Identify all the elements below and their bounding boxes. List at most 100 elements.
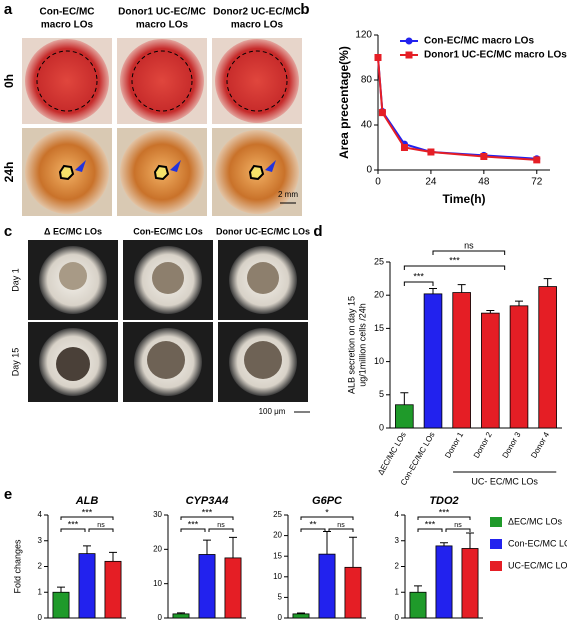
y-tick-label: 40 <box>361 120 373 131</box>
significance-label: ns <box>337 522 345 529</box>
y-tick-label: 10 <box>273 572 282 581</box>
legend-label: ΔEC/MC LOs <box>508 516 563 526</box>
error-bar <box>457 284 466 293</box>
y-tick-label: 1 <box>38 587 43 596</box>
bar <box>172 613 190 619</box>
significance-bracket <box>403 281 434 286</box>
legend-label: Con-EC/MC macro LOs <box>424 36 534 47</box>
error-bar <box>543 278 552 287</box>
panel-letter: d <box>313 223 322 240</box>
marker <box>378 109 386 117</box>
y-tick-label: 5 <box>278 593 283 602</box>
error-bar <box>177 612 185 614</box>
chart-title: ALB <box>75 495 99 507</box>
bar <box>198 554 216 619</box>
photo <box>218 322 308 402</box>
y-tick-label: 20 <box>273 531 282 540</box>
significance-label: *** <box>439 507 450 517</box>
significance-label: *** <box>202 507 213 517</box>
row-label: Day 15 <box>10 348 20 377</box>
column-label: macro LOs <box>136 20 189 31</box>
bar <box>344 566 362 619</box>
legend-label: UC-EC/MC LOs <box>508 560 567 570</box>
bar <box>435 545 453 619</box>
y-tick-label: 4 <box>38 510 43 519</box>
panel-letter: c <box>4 223 12 240</box>
y-tick-label: 80 <box>361 75 373 86</box>
photo <box>22 128 112 216</box>
significance-bracket <box>328 528 354 532</box>
y-tick-label: 20 <box>153 544 162 553</box>
significance-label: ns <box>454 522 462 529</box>
bar <box>461 548 479 619</box>
significance-bracket <box>180 528 206 532</box>
y-tick-label: 10 <box>153 579 162 588</box>
error-bar <box>57 586 65 593</box>
x-tick-label: Donor 2 <box>472 430 494 460</box>
y-axis-label: Fold changes <box>12 539 22 594</box>
chart-title: G6PC <box>312 495 343 507</box>
significance-bracket <box>403 265 506 270</box>
bar <box>423 293 443 429</box>
significance-bracket <box>88 528 114 532</box>
row-label: 0h <box>2 74 16 88</box>
x-tick-label: Donor 3 <box>501 430 523 460</box>
x-tick-label: ΔEC/MC LOs <box>376 431 408 477</box>
legend-label: Con-EC/MC LOs <box>508 538 567 548</box>
error-bar <box>83 545 91 554</box>
error-bar <box>414 585 422 593</box>
photo <box>212 38 302 124</box>
y-tick-label: 3 <box>38 536 43 545</box>
photo <box>212 128 302 216</box>
marker <box>374 54 382 61</box>
panel-letter: b <box>300 1 309 18</box>
error-bar <box>229 536 237 558</box>
error-bar <box>400 392 409 405</box>
y-tick-label: 0 <box>366 165 372 176</box>
error-bar <box>109 551 117 562</box>
error-bar <box>349 536 357 568</box>
error-bar <box>486 309 495 314</box>
scale-bar-label: 100 μm <box>259 407 286 416</box>
y-tick-label: 30 <box>153 510 162 519</box>
y-tick-label: 15 <box>273 551 282 560</box>
significance-bracket <box>60 516 114 520</box>
photo <box>117 128 207 216</box>
marker <box>480 153 488 160</box>
error-bar <box>323 530 331 555</box>
y-tick-label: 120 <box>355 30 372 41</box>
bar <box>538 286 557 429</box>
series-line <box>377 57 537 161</box>
photo <box>117 38 207 124</box>
legend-swatch <box>490 517 502 527</box>
photo <box>123 240 213 320</box>
column-label: Donor UC-EC/MC LOs <box>216 226 310 236</box>
y-tick-label: 15 <box>374 323 384 333</box>
x-axis-label: Time(h) <box>442 192 485 206</box>
bar <box>78 553 96 619</box>
bar <box>104 560 122 619</box>
y-tick-label: 25 <box>273 510 282 519</box>
significance-label: ns <box>97 522 105 529</box>
legend-marker <box>405 37 413 45</box>
y-tick-label: 3 <box>395 536 400 545</box>
x-tick-label: 48 <box>478 177 490 188</box>
photo <box>28 322 118 402</box>
y-tick-label: 5 <box>379 389 384 399</box>
significance-label: *** <box>188 519 199 529</box>
legend-swatch <box>490 539 502 549</box>
marker <box>400 144 408 151</box>
y-tick-label: 2 <box>38 562 43 571</box>
significance-label: ** <box>309 519 317 529</box>
column-label: Con-EC/MC <box>40 7 95 18</box>
bar <box>509 305 529 429</box>
y-tick-label: 10 <box>374 356 384 366</box>
significance-label: *** <box>449 255 460 265</box>
y-tick-label: 4 <box>395 510 400 519</box>
significance-label: *** <box>425 519 436 529</box>
significance-bracket <box>417 516 471 520</box>
significance-bracket <box>432 250 506 255</box>
column-label: macro LOs <box>231 20 284 31</box>
legend-swatch <box>490 561 502 571</box>
